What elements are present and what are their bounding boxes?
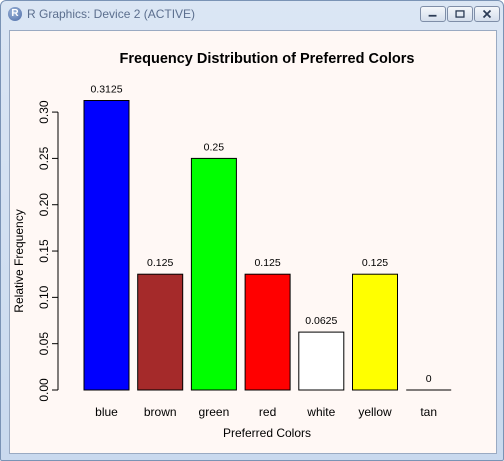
value-label: 0.125 [147,257,173,269]
maximize-icon [455,10,465,18]
bar-chart: Frequency Distribution of Preferred Colo… [12,51,452,440]
plot-area: Frequency Distribution of Preferred Colo… [9,30,497,454]
value-labels-group: 0.3125 0.125 0.25 0.125 0.0625 0.125 0 [90,84,431,386]
value-label: 0.3125 [90,84,122,96]
y-tick-label: 0.30 [37,100,51,124]
window-title: R Graphics: Device 2 (ACTIVE) [27,7,196,21]
bar-yellow [352,273,398,391]
category-label: red [259,405,276,419]
bar-green [190,157,237,391]
category-labels-group: blue brown green red white yellow tan [95,405,437,419]
bar-blue [83,100,130,391]
y-axis: 0.00 0.05 0.10 0.15 0.20 0.25 0.30 [37,100,59,402]
y-tick-label: 0.00 [37,378,51,402]
value-label: 0.0625 [305,315,337,327]
bar-red [244,273,291,391]
minimize-button[interactable] [420,6,446,22]
y-tick-label: 0.15 [37,239,51,263]
value-label: 0 [426,373,432,385]
category-label: brown [144,405,177,419]
chart-title: Frequency Distribution of Preferred Colo… [120,51,415,67]
value-label: 0.125 [254,257,280,269]
category-label: blue [95,405,118,419]
category-label: white [306,405,335,419]
y-tick-label: 0.20 [37,193,51,217]
bars-group [83,100,452,391]
bar-brown [137,273,184,391]
y-axis-label: Relative Frequency [12,209,26,312]
maximize-button[interactable] [447,6,473,22]
category-label: tan [420,405,437,419]
minimize-icon [428,14,437,17]
r-app-icon: R [8,7,22,21]
y-tick-label: 0.10 [37,285,51,309]
y-tick-label: 0.25 [37,146,51,170]
close-button[interactable] [474,6,500,22]
y-tick-label: 0.05 [37,332,51,356]
title-bar[interactable]: R R Graphics: Device 2 (ACTIVE) [1,1,503,29]
value-label: 0.125 [362,257,388,269]
close-icon [482,9,492,19]
category-label: yellow [358,405,392,419]
x-axis-label: Preferred Colors [223,426,311,440]
category-label: green [199,405,230,419]
value-label: 0.25 [204,141,225,153]
bar-white [298,331,345,391]
